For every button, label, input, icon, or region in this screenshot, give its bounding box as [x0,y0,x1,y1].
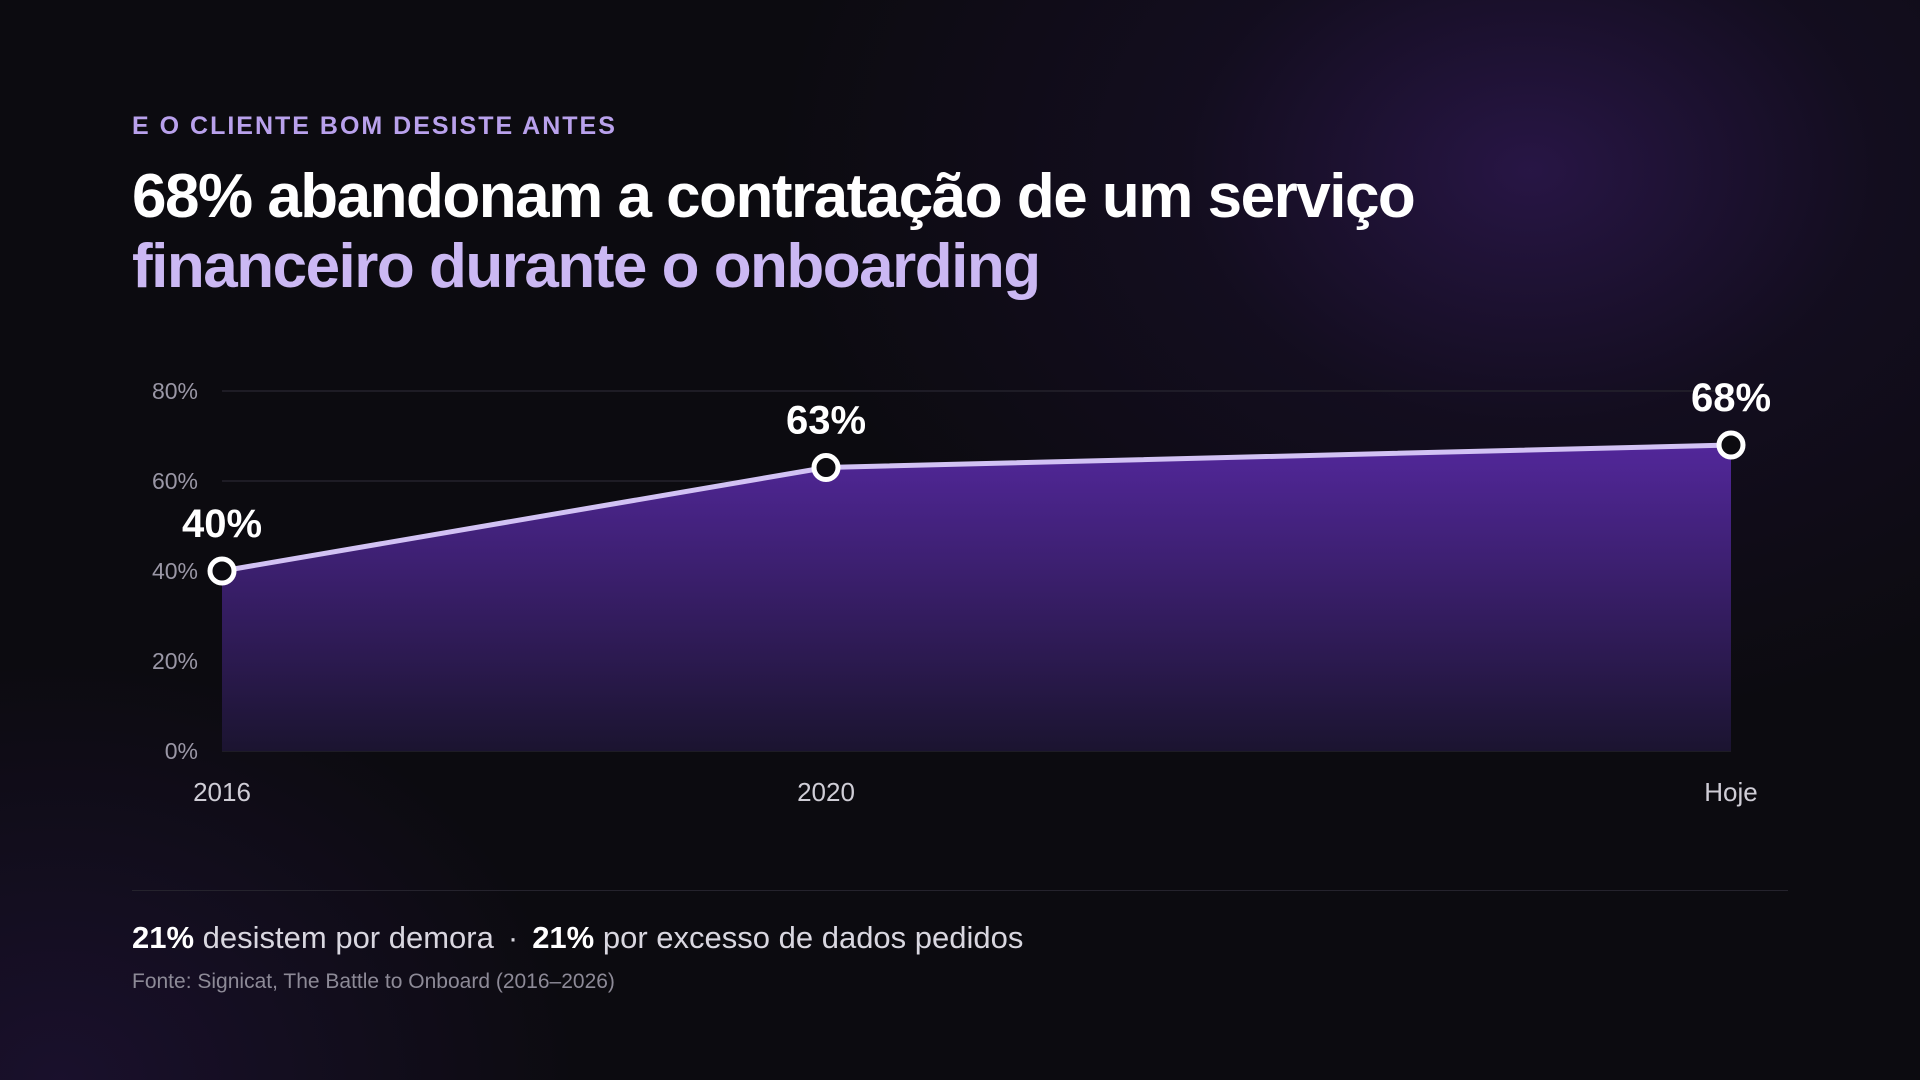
x-tick-label-Hoje: Hoje [1704,777,1757,807]
footer-stats: 21% desistem por demora · 21% por excesso … [132,920,1023,956]
stat-delay-value: 21% [132,920,195,955]
y-axis-ticks: 0% 20% 40% 60% 80% [152,378,198,764]
source-citation: Fonte: Signicat, The Battle to Onboard (… [132,970,615,993]
stat-data-text: por excesso de dados pedidos [602,920,1024,955]
area-series [222,445,1731,751]
data-markers [207,430,1746,586]
area-fill [222,445,1731,751]
data-label-2016: 40% [182,502,262,546]
data-label-Hoje: 68% [1691,376,1771,420]
y-tick-label-20: 20% [152,648,198,674]
y-tick-label-0: 0% [165,738,198,764]
x-tick-label-2020: 2020 [797,777,855,807]
stat-separator: · [507,920,519,955]
x-tick-label-2016: 2016 [193,777,251,807]
title-line-2: financeiro durante o onboarding [132,232,1041,301]
y-tick-label-80: 80% [152,378,198,404]
footer-divider [132,890,1788,891]
stat-delay-text: desistem por demora [202,920,494,955]
data-label-2020: 63% [786,399,866,443]
data-point-2020 [811,453,841,482]
page-title: 68% abandonam a contratação de um serviç… [132,162,1416,302]
y-tick-label-40: 40% [152,558,198,584]
y-tick-label-60: 60% [152,468,198,494]
data-point-Hoje [1716,430,1746,460]
stat-data-value: 21% [532,920,595,955]
title-line-1: 68% abandonam a contratação de um serviç… [132,162,1416,231]
eyebrow-label: E O CLIENTE BOM DESISTE ANTES [132,112,617,140]
x-axis-ticks: 2016 2020 Hoje [193,777,1758,807]
data-point-2016 [207,556,237,586]
data-labels: 40% 63% 68% [182,376,1771,546]
